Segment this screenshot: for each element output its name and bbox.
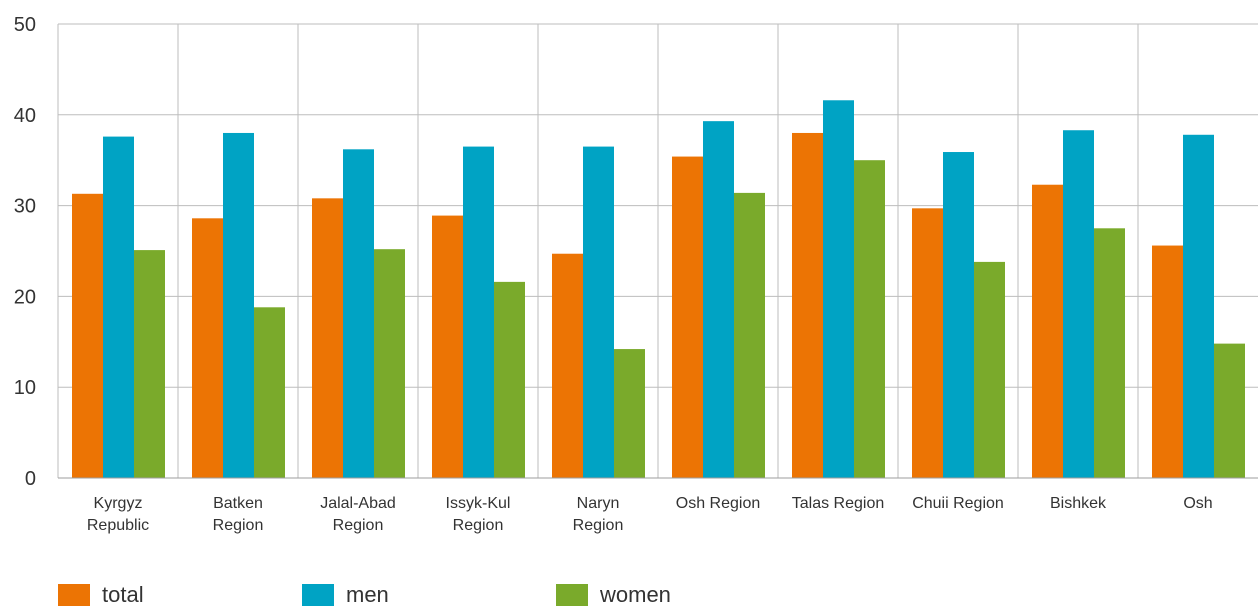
bar-women xyxy=(254,307,285,478)
legend-item-total: total xyxy=(58,582,144,608)
bar-women xyxy=(974,261,1005,478)
bar-total xyxy=(552,253,583,478)
legend-item-women: women xyxy=(556,582,671,608)
bar-men xyxy=(463,146,494,478)
legend-label-total: total xyxy=(102,582,144,607)
x-tick-label: Naryn xyxy=(577,495,620,512)
bar-women xyxy=(494,281,525,478)
bar-group xyxy=(72,100,1245,479)
bar-total xyxy=(1032,184,1063,478)
legend-swatch-total xyxy=(58,584,90,606)
x-tick-label: Republic xyxy=(87,517,149,534)
x-tick-label: Chuii Region xyxy=(912,495,1004,512)
bar-total xyxy=(432,215,463,478)
bar-men xyxy=(223,132,254,478)
legend-item-men: men xyxy=(302,582,389,608)
legend-label-women: women xyxy=(600,582,671,607)
x-tick-label: Region xyxy=(573,517,624,534)
x-tick-label: Kyrgyz xyxy=(94,495,143,512)
x-tick-label: Region xyxy=(333,517,384,534)
bar-men xyxy=(1183,134,1214,478)
y-tick-label: 40 xyxy=(14,105,36,127)
bar-men xyxy=(703,121,734,478)
bar-men xyxy=(583,146,614,478)
grid-lines xyxy=(57,23,1258,478)
y-axis: 0 10 20 30 40 50 xyxy=(14,14,36,490)
bar-chart: 0 10 20 30 40 50 Kyrgyz Republic Batken Region Ja… xyxy=(14,14,1258,534)
bar-total xyxy=(312,198,343,478)
x-tick-label: Batken xyxy=(213,495,263,512)
x-tick-label: Talas Region xyxy=(792,495,885,512)
bar-men xyxy=(103,136,134,479)
bar-total xyxy=(72,193,103,478)
y-tick-label: 50 xyxy=(14,14,36,36)
bar-men xyxy=(943,152,974,478)
y-tick-label: 20 xyxy=(14,286,36,308)
bar-total xyxy=(672,156,703,478)
x-tick-label: Osh xyxy=(1183,495,1212,512)
legend-swatch-women xyxy=(556,584,588,606)
x-tick-label: Issyk-Kul xyxy=(446,495,511,512)
y-tick-label: 10 xyxy=(14,377,36,399)
bar-total xyxy=(792,132,823,478)
y-tick-label: 0 xyxy=(25,468,36,490)
bar-women xyxy=(134,250,165,478)
bar-women xyxy=(1214,343,1245,478)
bar-total xyxy=(192,218,223,478)
legend-label-men: men xyxy=(346,582,389,607)
x-tick-label: Region xyxy=(453,517,504,534)
legend: total men women xyxy=(58,582,818,608)
x-tick-label: Region xyxy=(213,517,264,534)
bar-men xyxy=(1063,130,1094,478)
bar-women xyxy=(854,160,885,478)
x-tick-label: Jalal-Abad xyxy=(320,495,396,512)
bar-total xyxy=(1152,245,1183,478)
x-axis: Kyrgyz Republic Batken Region Jalal-Abad Regi… xyxy=(58,477,1258,534)
bar-women xyxy=(734,192,765,478)
y-tick-label: 30 xyxy=(14,196,36,218)
x-tick-label: Bishkek xyxy=(1050,495,1107,512)
bar-total xyxy=(912,208,943,478)
bar-men xyxy=(343,149,374,478)
bar-women xyxy=(374,249,405,478)
bar-women xyxy=(614,349,645,478)
legend-swatch-men xyxy=(302,584,334,606)
x-tick-label: Osh Region xyxy=(676,495,761,512)
bar-men xyxy=(823,100,854,478)
bar-women xyxy=(1094,228,1125,478)
